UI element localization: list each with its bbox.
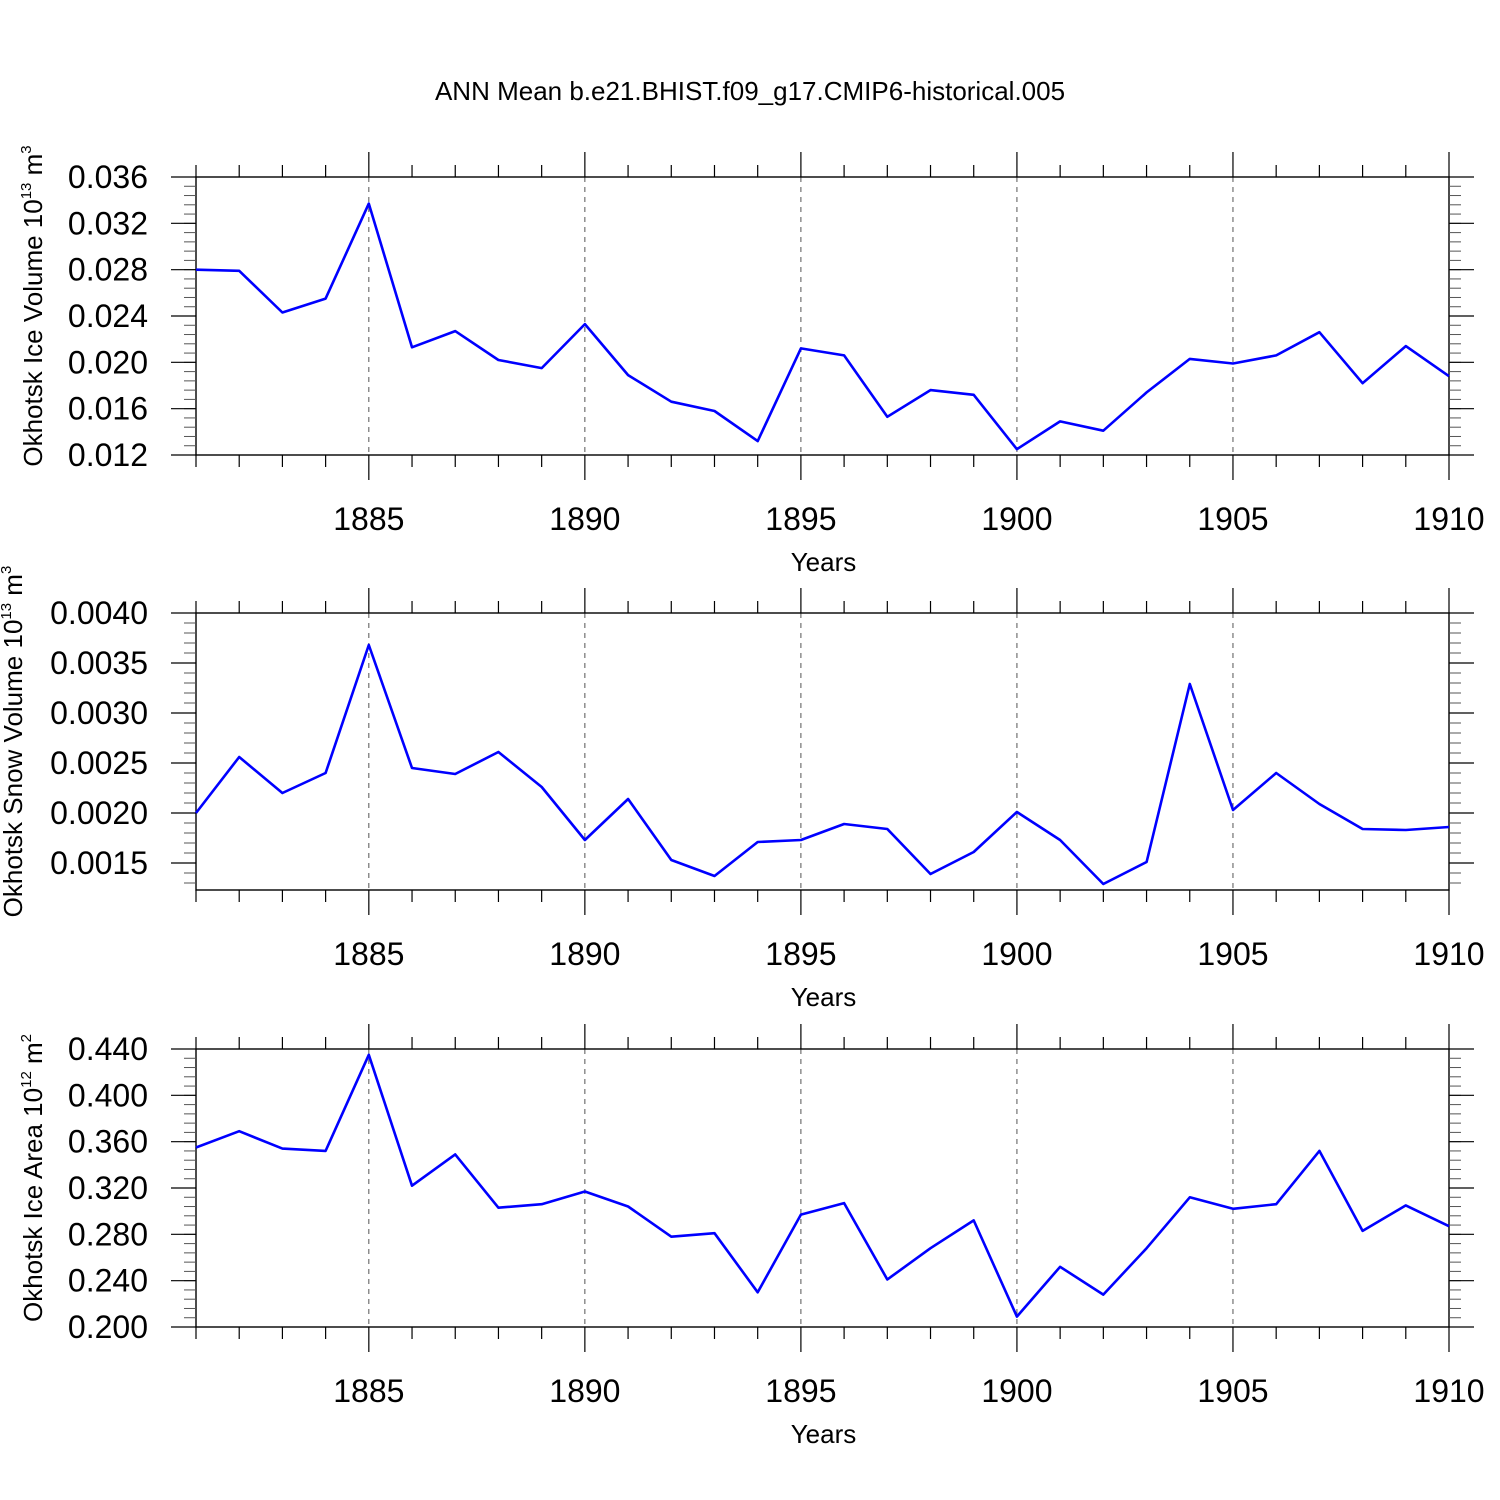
x-tick-label: 1890 (549, 501, 620, 537)
chart-panel-2: 1885 1890 1895 1900 1905 1910 0.0015 0.0020 0.00… (0, 566, 1485, 1012)
x-tick-label: 1885 (333, 1373, 404, 1409)
x-tick-label: 1905 (1197, 936, 1268, 972)
chart-panel-3: 1885 1890 1895 1900 1905 1910 0.200 0.240 0.280 0… (18, 1024, 1485, 1449)
y-axis-label: Okhotsk Ice Area 1012 m2 (18, 1034, 48, 1322)
plot-frame (195, 612, 1450, 891)
y-tick-label: 0.0025 (50, 745, 148, 781)
y-tick-label: 0.0030 (50, 695, 148, 731)
series-line (195, 1053, 1450, 1318)
x-tick-label: 1910 (1413, 501, 1484, 537)
plot-frame (195, 176, 1450, 456)
x-axis-label: Years (791, 547, 857, 577)
x-tick-label: 1885 (333, 501, 404, 537)
y-tick-label: 0.320 (68, 1170, 148, 1206)
plot-frame (195, 1048, 1450, 1328)
y-tick-label: 0.0035 (50, 645, 148, 681)
y-tick-label: 0.012 (68, 437, 148, 473)
y-axis-label: Okhotsk Ice Volume 1013 m3 (18, 145, 48, 466)
x-tick-label: 1895 (765, 936, 836, 972)
y-tick-label: 0.280 (68, 1216, 148, 1252)
x-tick-label: 1900 (981, 1373, 1052, 1409)
y-tick-label: 0.036 (68, 159, 148, 195)
y-tick-label: 0.440 (68, 1031, 148, 1067)
y-tick-label: 0.028 (68, 252, 148, 288)
figure-title: ANN Mean b.e21.BHIST.f09_g17.CMIP6-histo… (435, 76, 1065, 106)
y-tick-label: 0.020 (68, 344, 148, 380)
y-tick-label: 0.0020 (50, 795, 148, 831)
y-tick-label: 0.024 (68, 298, 148, 334)
x-tick-label: 1890 (549, 936, 620, 972)
y-tick-label: 0.0015 (50, 845, 148, 881)
x-axis-label: Years (791, 1419, 857, 1449)
x-tick-label: 1890 (549, 1373, 620, 1409)
x-tick-label: 1900 (981, 936, 1052, 972)
x-tick-label: 1895 (765, 1373, 836, 1409)
y-tick-label: 0.200 (68, 1309, 148, 1345)
x-tick-label: 1885 (333, 936, 404, 972)
x-tick-label: 1905 (1197, 501, 1268, 537)
y-tick-label: 0.016 (68, 391, 148, 427)
x-tick-label: 1895 (765, 501, 836, 537)
x-tick-label: 1910 (1413, 1373, 1484, 1409)
chart-panel-1: 1885 1890 1895 1900 1905 1910 0.012 0.016 0.020 0… (18, 145, 1485, 577)
x-tick-label: 1910 (1413, 936, 1484, 972)
y-tick-label: 0.240 (68, 1263, 148, 1299)
y-axis-label: Okhotsk Snow Volume 1013 m3 (0, 566, 28, 918)
x-tick-label: 1900 (981, 501, 1052, 537)
y-tick-label: 0.032 (68, 205, 148, 241)
y-tick-label: 0.0040 (50, 595, 148, 631)
chart-panels: 1885 1890 1895 1900 1905 1910 0.012 0.016 0.020 0… (0, 145, 1485, 1449)
series-line (194, 643, 1450, 886)
x-tick-label: 1905 (1197, 1373, 1268, 1409)
x-axis-label: Years (791, 982, 857, 1012)
y-tick-label: 0.400 (68, 1077, 148, 1113)
y-tick-label: 0.360 (68, 1124, 148, 1160)
series-line (195, 202, 1450, 451)
